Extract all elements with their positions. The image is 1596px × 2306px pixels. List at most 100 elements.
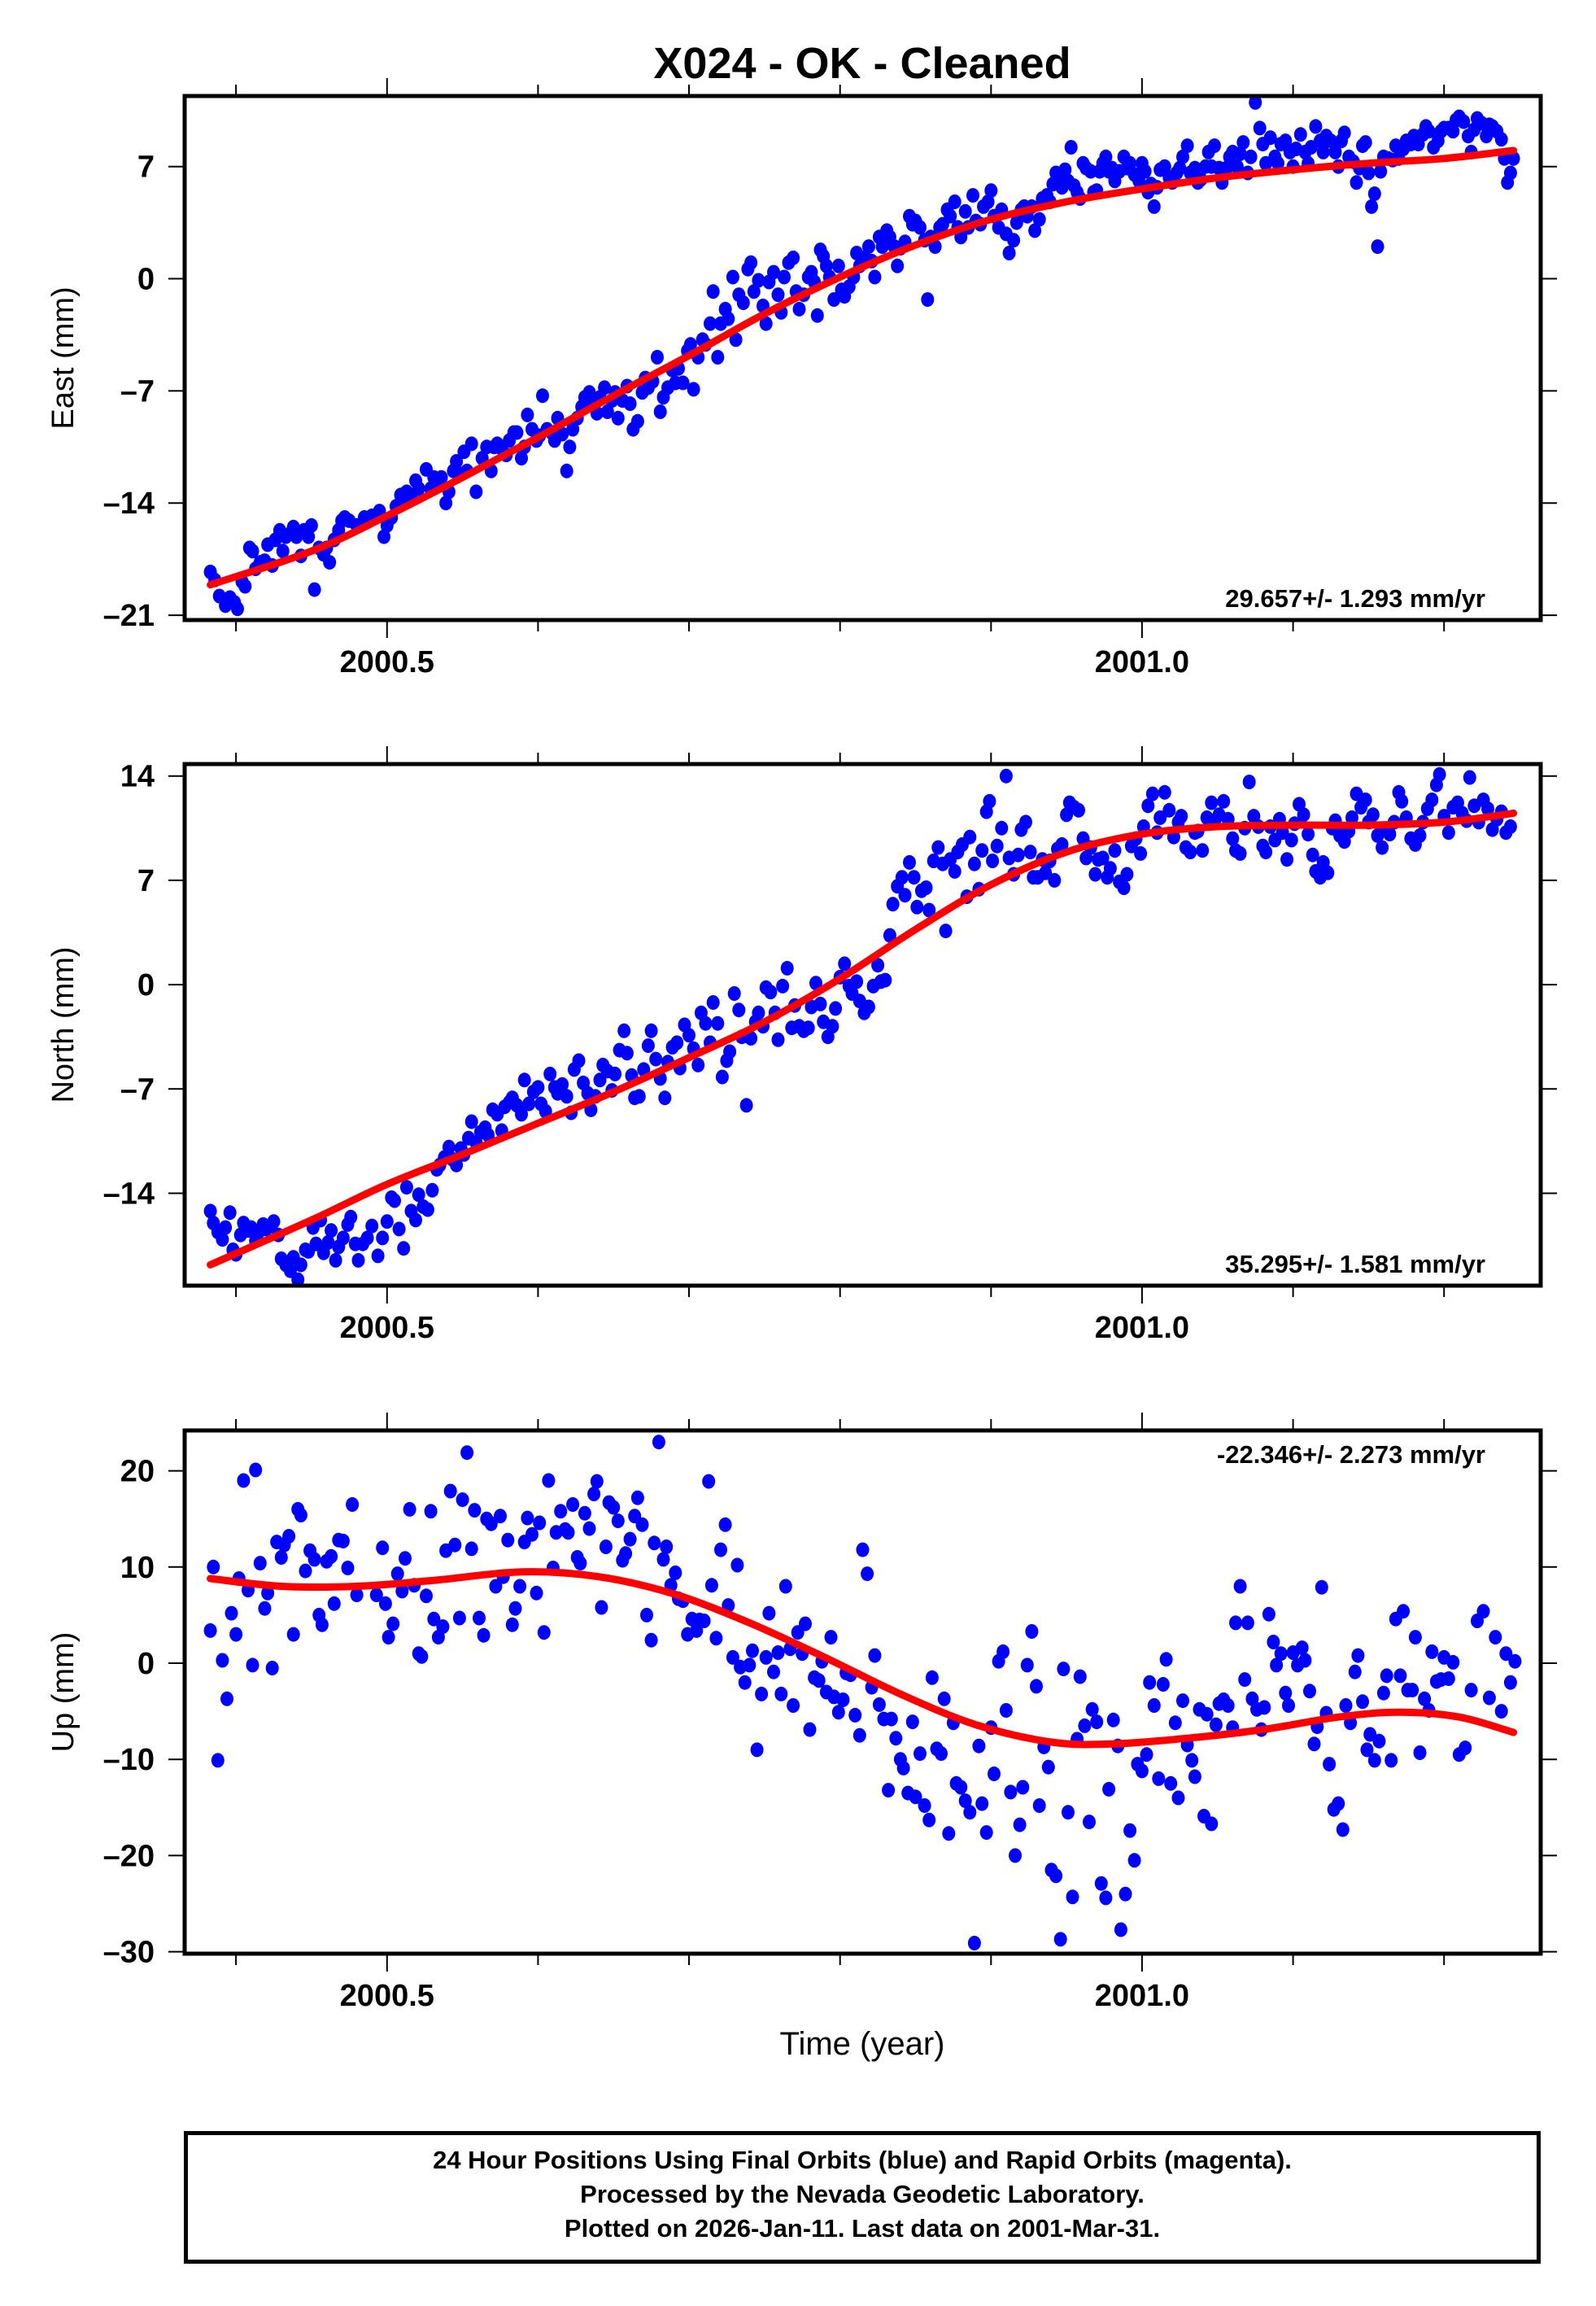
data-point bbox=[656, 1552, 670, 1567]
data-point bbox=[967, 856, 981, 871]
data-point bbox=[1200, 1706, 1214, 1722]
data-point bbox=[1094, 1876, 1108, 1891]
data-point bbox=[732, 1002, 746, 1018]
data-point bbox=[533, 1515, 547, 1531]
data-point bbox=[1143, 1675, 1157, 1690]
data-point bbox=[723, 1044, 737, 1059]
data-point bbox=[341, 1561, 355, 1575]
data-point bbox=[211, 1753, 225, 1768]
data-point bbox=[420, 1588, 433, 1604]
x-axis-label: Time (year) bbox=[779, 2026, 945, 2062]
data-point bbox=[778, 269, 791, 285]
data-point bbox=[1123, 1823, 1137, 1838]
data-point bbox=[399, 1551, 412, 1566]
data-point bbox=[829, 1001, 843, 1016]
data-point bbox=[736, 295, 750, 311]
data-point bbox=[819, 258, 833, 273]
data-point bbox=[1016, 1780, 1030, 1795]
data-point bbox=[323, 555, 337, 570]
data-point bbox=[464, 1114, 478, 1129]
data-point bbox=[1376, 1685, 1390, 1701]
data-point bbox=[744, 255, 758, 270]
data-point bbox=[1238, 1672, 1252, 1688]
data-point bbox=[600, 404, 614, 419]
data-point bbox=[1418, 1691, 1432, 1706]
data-point bbox=[1385, 1753, 1398, 1768]
plot-frame bbox=[182, 762, 1543, 1288]
data-point bbox=[468, 1503, 482, 1518]
data-point bbox=[566, 421, 580, 437]
data-point bbox=[1274, 1646, 1288, 1662]
data-point bbox=[879, 972, 892, 988]
data-point bbox=[836, 1692, 850, 1707]
data-point bbox=[1507, 151, 1520, 166]
data-point bbox=[582, 1521, 596, 1536]
data-point bbox=[1090, 1714, 1104, 1730]
data-point bbox=[1270, 1657, 1284, 1673]
data-point bbox=[1057, 1662, 1071, 1677]
data-point bbox=[276, 544, 290, 559]
data-point bbox=[1023, 845, 1037, 860]
data-point bbox=[360, 1230, 374, 1246]
data-point bbox=[294, 1508, 307, 1522]
data-point bbox=[1009, 1848, 1022, 1863]
data-point bbox=[1221, 1698, 1235, 1713]
data-point bbox=[1350, 175, 1363, 190]
data-point bbox=[434, 469, 448, 485]
data-point bbox=[223, 1205, 237, 1221]
data-point bbox=[294, 1257, 307, 1273]
data-point bbox=[554, 1504, 568, 1519]
data-point bbox=[304, 518, 318, 533]
data-point bbox=[984, 183, 998, 199]
data-point bbox=[1180, 138, 1194, 154]
data-point bbox=[1168, 1715, 1182, 1731]
data-point bbox=[1244, 149, 1258, 164]
data-point bbox=[1184, 845, 1197, 860]
data-point bbox=[563, 439, 577, 455]
data-point bbox=[653, 404, 667, 419]
data-point bbox=[1321, 865, 1335, 880]
data-point bbox=[1295, 1640, 1309, 1656]
data-point bbox=[442, 1139, 456, 1155]
data-point bbox=[1446, 1654, 1460, 1670]
data-point bbox=[412, 1187, 425, 1203]
data-point bbox=[376, 1540, 390, 1556]
plot-area bbox=[203, 96, 1520, 617]
data-point bbox=[1152, 1771, 1166, 1786]
data-point bbox=[640, 1607, 653, 1622]
data-point bbox=[1397, 1604, 1411, 1619]
data-point bbox=[918, 1798, 931, 1813]
data-point bbox=[868, 1648, 882, 1663]
data-point bbox=[1147, 1698, 1161, 1713]
data-point bbox=[1147, 199, 1161, 214]
data-point bbox=[238, 579, 252, 594]
data-point bbox=[1072, 802, 1085, 818]
data-point bbox=[963, 829, 977, 845]
data-point bbox=[1358, 793, 1372, 807]
data-point bbox=[219, 1220, 233, 1235]
data-point bbox=[253, 1556, 267, 1571]
fit-curve bbox=[207, 1568, 1518, 1749]
data-point bbox=[967, 1936, 981, 1950]
data-point bbox=[746, 1643, 759, 1658]
data-point bbox=[979, 1825, 993, 1841]
data-point bbox=[1446, 124, 1460, 139]
data-point bbox=[771, 1032, 785, 1047]
data-point bbox=[382, 1630, 395, 1645]
data-point bbox=[727, 986, 741, 1001]
plot-frame bbox=[182, 1428, 1543, 1956]
data-point bbox=[573, 1556, 587, 1571]
data-point bbox=[225, 1605, 238, 1621]
data-point bbox=[325, 1548, 338, 1564]
data-point bbox=[871, 958, 885, 973]
data-point bbox=[752, 1005, 765, 1020]
data-point bbox=[1209, 1717, 1223, 1732]
data-point bbox=[641, 1038, 655, 1054]
data-point bbox=[1236, 135, 1250, 151]
data-point bbox=[1360, 1742, 1374, 1758]
data-point bbox=[910, 899, 924, 915]
data-point bbox=[1134, 845, 1148, 861]
data-point bbox=[1175, 809, 1188, 824]
data-point bbox=[780, 960, 794, 976]
